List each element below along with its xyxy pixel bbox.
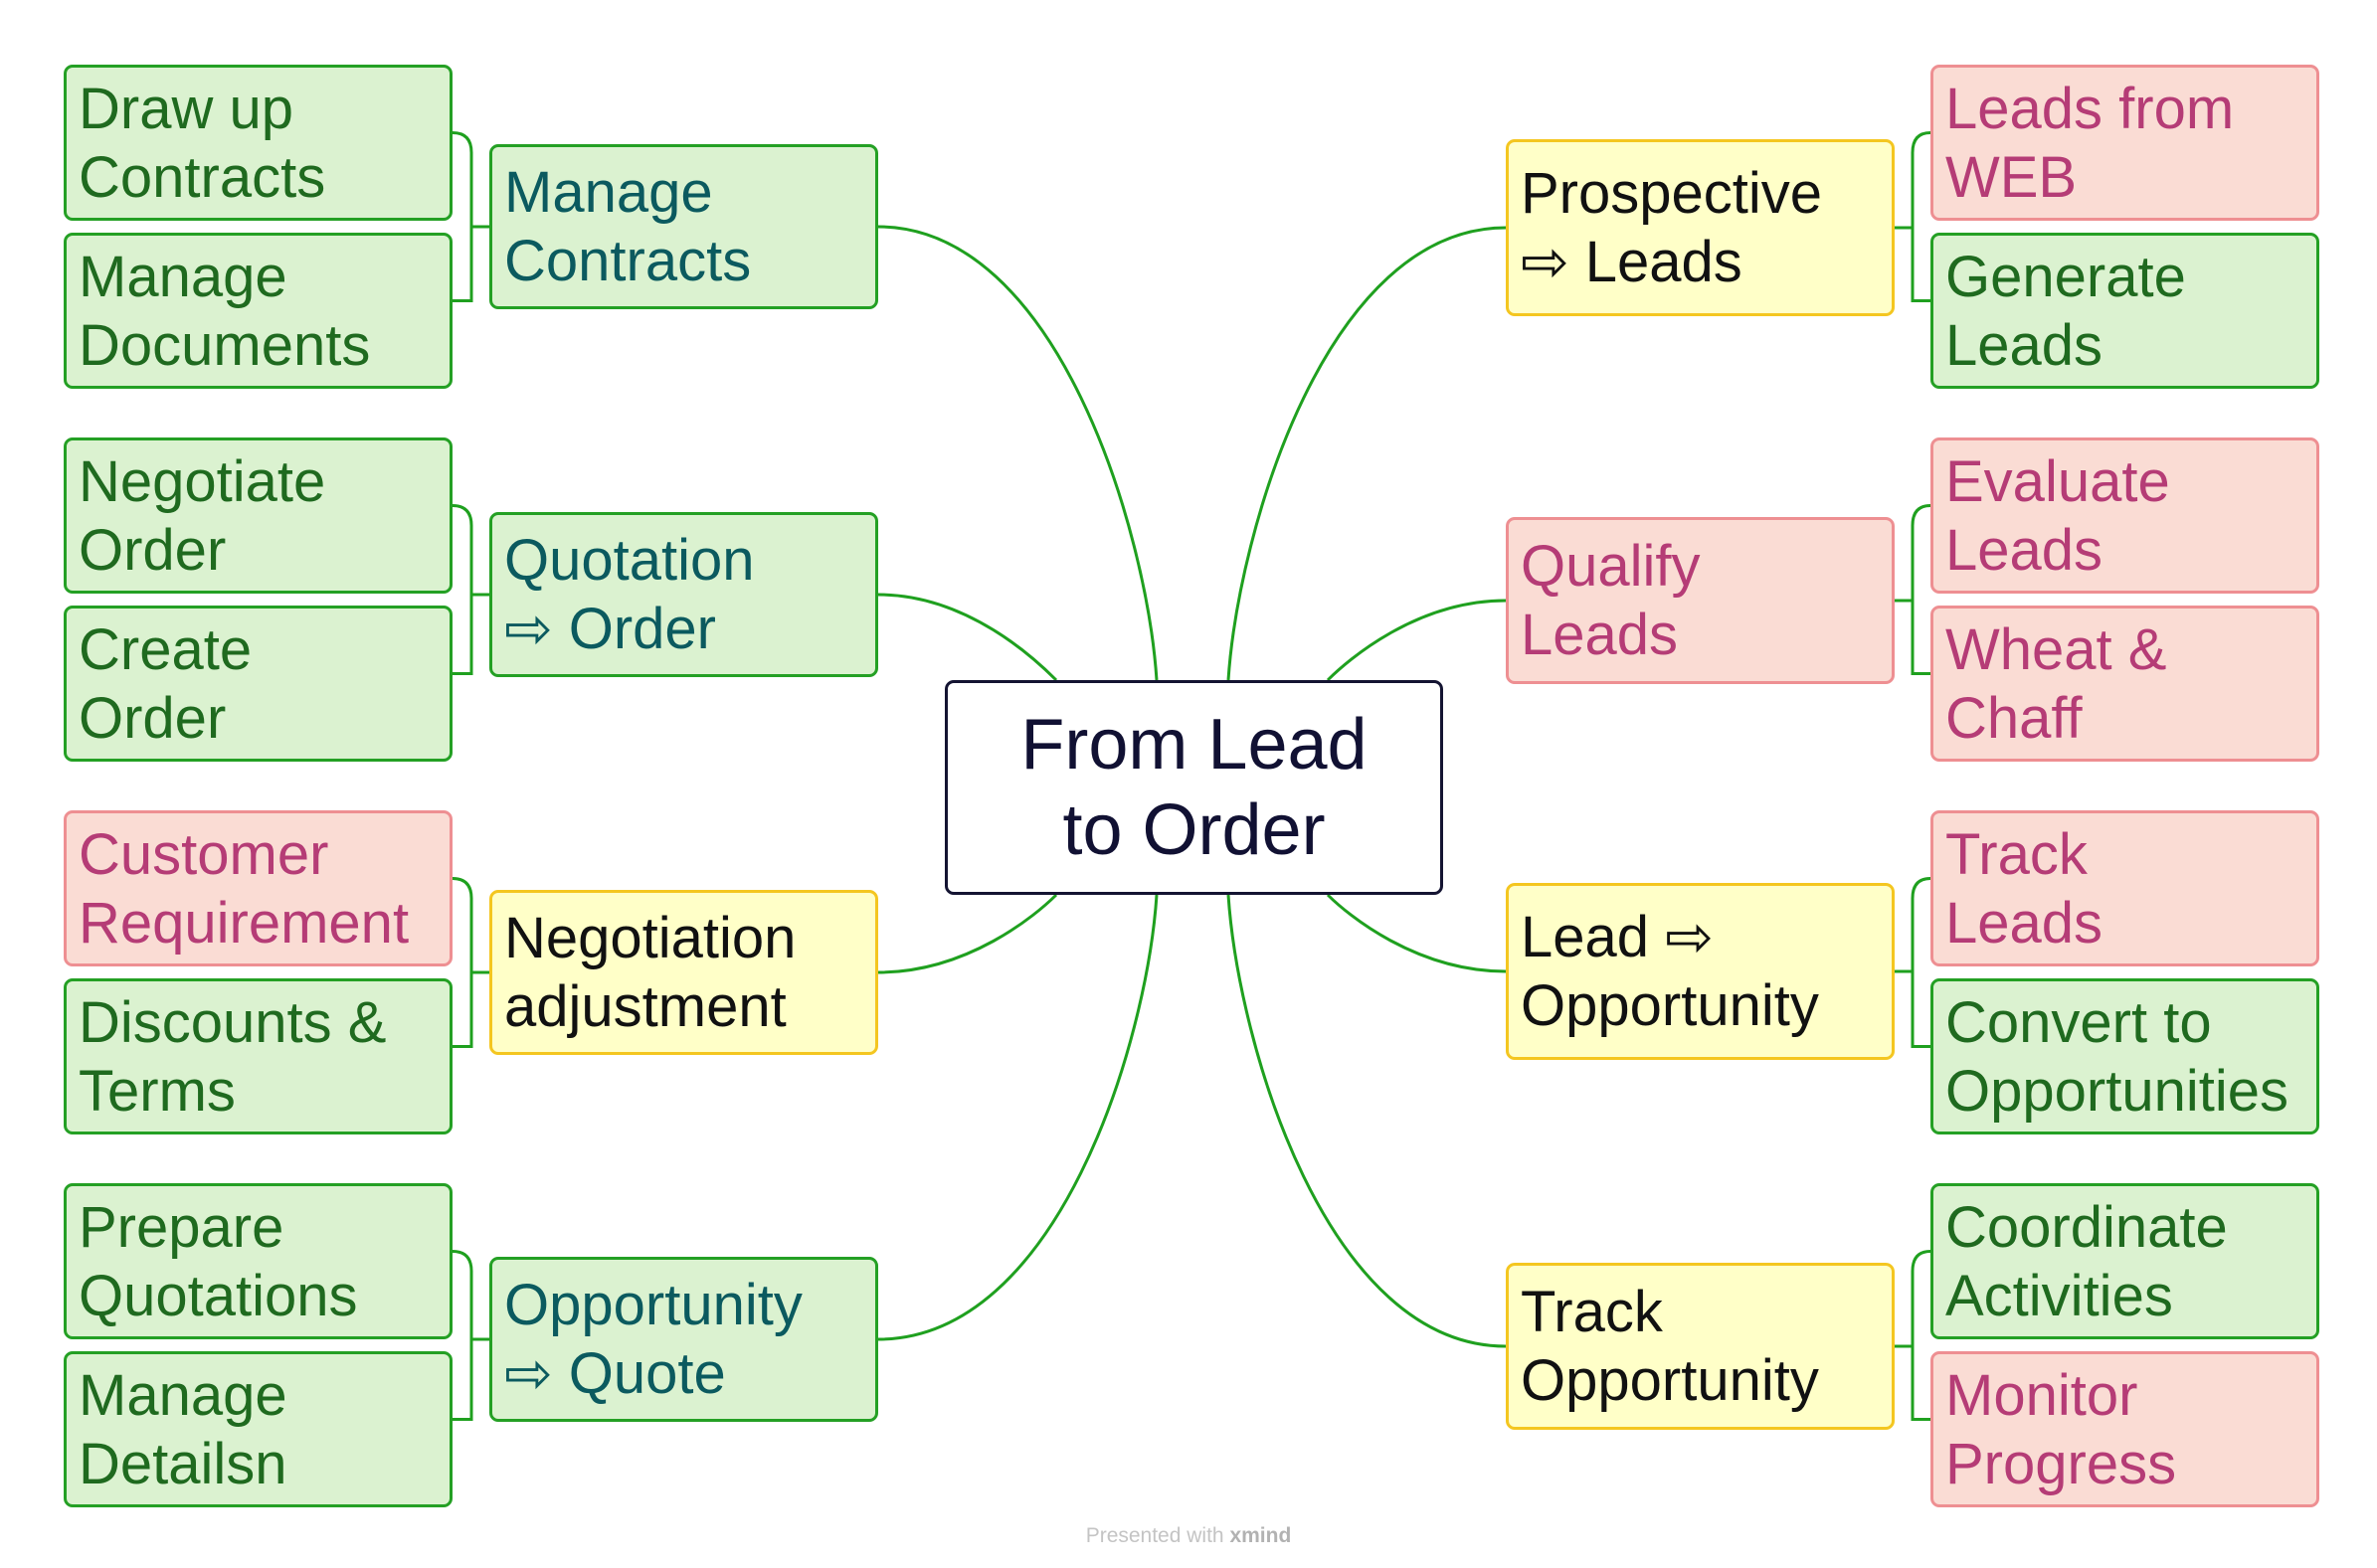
connector-right-2 xyxy=(1326,893,1507,973)
subtopic-label: Customer Requirement xyxy=(79,821,410,956)
subtopic-label: Manage Documents xyxy=(79,244,371,378)
subtopic-customer-requirement[interactable]: Customer Requirement xyxy=(64,810,453,966)
bracket-right-0-1 xyxy=(1895,226,1930,303)
bracket-right-1-0 xyxy=(1895,504,1931,603)
xmind-brand: xmind xyxy=(1229,1524,1292,1547)
bracket-right-1-1 xyxy=(1895,599,1931,676)
subtopic-convert-to-opportunities[interactable]: Convert to Opportunities xyxy=(1930,978,2319,1134)
subtopic-label: Monitor Progress xyxy=(1945,1362,2177,1496)
connector-right-1 xyxy=(1326,599,1507,682)
subtopic-label: Discounts & Terms xyxy=(79,989,387,1124)
bracket-left-1-1 xyxy=(452,593,489,676)
subtopic-label: Generate Leads xyxy=(1945,244,2186,378)
main-topic-label: Lead ⇨ Opportunity xyxy=(1521,905,1819,1038)
footer-prefix: Presented with xyxy=(1085,1524,1224,1547)
main-topic-lead-opportunity[interactable]: Lead ⇨ Opportunity xyxy=(1506,883,1895,1060)
central-topic[interactable]: From Lead to Order xyxy=(945,680,1443,895)
subtopic-coordinate-activities[interactable]: Coordinate Activities xyxy=(1930,1183,2319,1339)
bracket-right-0-0 xyxy=(1895,131,1931,230)
subtopic-label: Leads from WEB xyxy=(1945,76,2235,210)
subtopic-label: Track Leads xyxy=(1945,821,2103,956)
connector-left-2 xyxy=(877,893,1058,974)
subtopic-label: Negotiate Order xyxy=(79,448,326,583)
subtopic-leads-from-web[interactable]: Leads from WEB xyxy=(1930,65,2319,221)
subtopic-monitor-progress[interactable]: Monitor Progress xyxy=(1930,1351,2319,1507)
subtopic-label: Coordinate Activities xyxy=(1945,1194,2228,1328)
main-topic-quotation-order[interactable]: Quotation ⇨ Order xyxy=(489,512,878,677)
subtopic-draw-up-contracts[interactable]: Draw up Contracts xyxy=(64,65,453,221)
main-topic-track-opportunity[interactable]: Track Opportunity xyxy=(1506,1263,1895,1430)
main-topic-label: Qualify Leads xyxy=(1521,534,1701,667)
connector-left-1 xyxy=(877,593,1058,682)
subtopic-label: Draw up Contracts xyxy=(79,76,326,210)
main-topic-manage-contracts[interactable]: Manage Contracts xyxy=(489,144,878,309)
bracket-left-1-0 xyxy=(452,504,489,597)
bracket-left-3-1 xyxy=(453,1337,489,1421)
main-topic-negotiation-adjustment[interactable]: Negotiation adjustment xyxy=(489,890,878,1055)
subtopic-label: Create Order xyxy=(79,616,253,751)
subtopic-label: Convert to Opportunities xyxy=(1945,989,2288,1124)
subtopic-prepare-quotations[interactable]: Prepare Quotations xyxy=(64,1183,453,1339)
central-topic-label: From Lead to Order xyxy=(1020,705,1368,870)
subtopic-negotiate-order[interactable]: Negotiate Order xyxy=(64,437,453,594)
bracket-right-2-1 xyxy=(1895,969,1930,1048)
subtopic-manage-documents[interactable]: Manage Documents xyxy=(64,233,453,389)
subtopic-label: Manage Detailsn xyxy=(79,1362,287,1496)
bracket-right-3-0 xyxy=(1895,1250,1931,1348)
main-topic-label: Quotation ⇨ Order xyxy=(504,528,755,661)
subtopic-generate-leads[interactable]: Generate Leads xyxy=(1930,233,2319,389)
presented-with-footer: Presented with xmind xyxy=(0,1524,2377,1548)
connector-right-3 xyxy=(1226,894,1507,1348)
main-topic-opportunity-quote[interactable]: Opportunity ⇨ Quote xyxy=(489,1257,878,1422)
bracket-left-2-0 xyxy=(452,877,489,974)
main-topic-label: Negotiation adjustment xyxy=(504,906,797,1039)
subtopic-label: Prepare Quotations xyxy=(79,1194,358,1328)
bracket-right-3-1 xyxy=(1895,1344,1930,1421)
subtopic-discounts-terms[interactable]: Discounts & Terms xyxy=(64,978,453,1134)
main-topic-label: Track Opportunity xyxy=(1521,1280,1819,1413)
bracket-left-3-0 xyxy=(452,1250,489,1341)
subtopic-create-order[interactable]: Create Order xyxy=(64,606,453,762)
main-topic-label: Manage Contracts xyxy=(504,160,752,293)
main-topic-prospective-leads[interactable]: Prospective ⇨ Leads xyxy=(1506,139,1895,316)
connector-left-0 xyxy=(877,225,1159,681)
main-topic-label: Opportunity ⇨ Quote xyxy=(504,1273,803,1406)
subtopic-evaluate-leads[interactable]: Evaluate Leads xyxy=(1930,437,2319,594)
main-topic-label: Prospective ⇨ Leads xyxy=(1521,161,1823,294)
bracket-right-2-0 xyxy=(1895,877,1931,973)
bracket-left-0-0 xyxy=(452,131,489,229)
subtopic-wheat-chaff[interactable]: Wheat & Chaff xyxy=(1930,606,2319,762)
bracket-left-0-1 xyxy=(453,225,489,303)
connector-left-3 xyxy=(877,894,1159,1341)
subtopic-label: Evaluate Leads xyxy=(1945,448,2170,583)
main-topic-qualify-leads[interactable]: Qualify Leads xyxy=(1506,517,1895,684)
subtopic-label: Wheat & Chaff xyxy=(1945,616,2167,751)
connector-right-0 xyxy=(1226,226,1507,681)
subtopic-manage-detailsn[interactable]: Manage Detailsn xyxy=(64,1351,453,1507)
subtopic-track-leads[interactable]: Track Leads xyxy=(1930,810,2319,966)
bracket-left-2-1 xyxy=(453,970,489,1048)
